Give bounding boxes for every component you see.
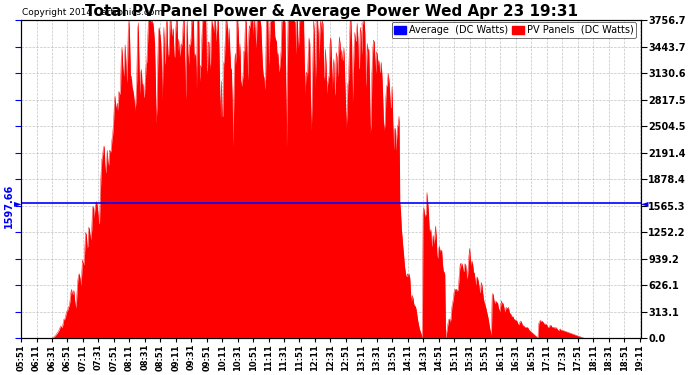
Text: ◄: ◄ (641, 198, 649, 208)
Legend: Average  (DC Watts), PV Panels  (DC Watts): Average (DC Watts), PV Panels (DC Watts) (391, 22, 636, 38)
Title: Total PV Panel Power & Average Power Wed Apr 23 19:31: Total PV Panel Power & Average Power Wed… (85, 4, 578, 19)
Text: Copyright 2014 Cartronics.com: Copyright 2014 Cartronics.com (22, 8, 164, 17)
Text: ►: ► (14, 198, 21, 208)
